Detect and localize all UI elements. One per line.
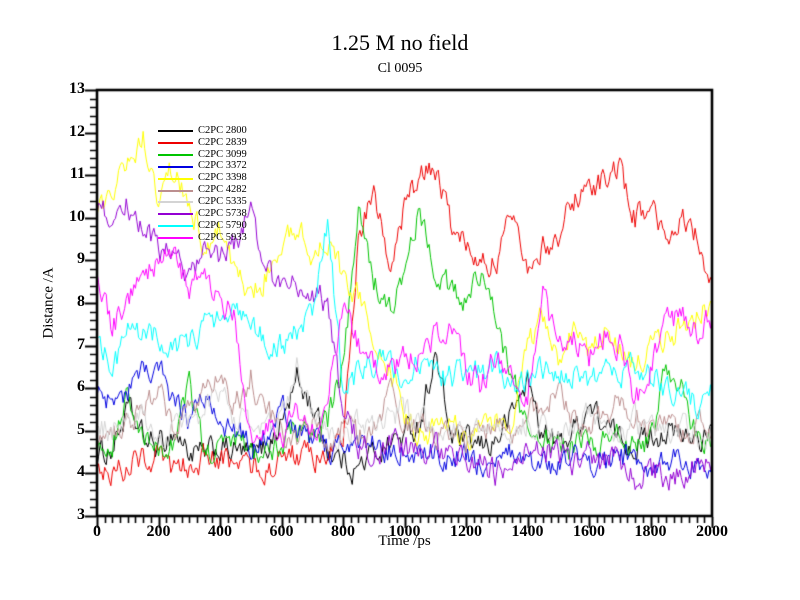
legend-label: C2PC 2800 — [198, 124, 247, 136]
x-tick-label: 800 — [331, 523, 355, 540]
y-tick-label: 6 — [77, 378, 85, 396]
legend-item: C2PC 3099 — [158, 149, 247, 161]
y-tick-label: 3 — [77, 506, 85, 523]
legend-item: C2PC 5335 — [158, 196, 247, 208]
x-tick-label: 400 — [208, 523, 232, 540]
legend-swatch — [158, 165, 193, 168]
legend-swatch — [158, 153, 193, 156]
chart-subtitle: Cl 0095 — [377, 61, 423, 76]
legend-item: C2PC 4282 — [158, 185, 247, 197]
legend-label: C2PC 3099 — [198, 148, 247, 160]
legend-item: C2PC 5738 — [158, 208, 247, 220]
y-tick-label: 10 — [69, 207, 85, 225]
legend-label: C2PC 3398 — [198, 172, 247, 184]
legend-label: C2PC 4282 — [198, 184, 247, 196]
legend-item: C2PC 3398 — [158, 173, 247, 185]
legend-label: C2PC 3372 — [198, 160, 247, 172]
legend-swatch — [158, 189, 193, 192]
legend-item: C2PC 3372 — [158, 161, 247, 173]
x-tick-label: 2000 — [696, 523, 728, 540]
legend-label: C2PC 5335 — [198, 196, 247, 208]
legend-label: C2PC 2839 — [198, 136, 247, 148]
legend-swatch — [158, 201, 193, 204]
legend-label: C2PC 5790 — [198, 219, 247, 231]
x-tick-label: 1000 — [388, 523, 421, 540]
x-tick-label: 200 — [146, 523, 171, 540]
legend-item: C2PC 5933 — [158, 232, 247, 244]
x-tick-label: 600 — [269, 523, 294, 540]
chart-title: 1.25 M no field — [331, 30, 469, 55]
legend-swatch — [158, 130, 193, 132]
legend-swatch — [158, 225, 193, 228]
legend-item: C2PC 2839 — [158, 137, 247, 149]
legend-label: C2PC 5738 — [198, 208, 247, 220]
x-tick-label: 1200 — [450, 523, 482, 540]
legend-label: C2PC 5933 — [198, 231, 247, 243]
y-tick-label: 12 — [69, 122, 85, 140]
legend-item: C2PC 5790 — [158, 220, 247, 232]
x-tick-label: 1400 — [511, 523, 544, 540]
legend-swatch — [158, 213, 193, 216]
x-tick-label: 0 — [93, 523, 101, 540]
y-tick-label: 4 — [77, 463, 85, 481]
legend-swatch — [158, 141, 193, 144]
y-tick-label: 5 — [77, 420, 85, 438]
y-tick-label: 7 — [77, 335, 85, 353]
y-tick-label: 11 — [69, 165, 85, 183]
x-tick-label: 1600 — [573, 523, 605, 540]
x-axis-label: Time /ps — [378, 533, 431, 549]
y-tick-label: 8 — [77, 293, 85, 310]
legend-swatch — [158, 177, 193, 180]
y-tick-label: 9 — [77, 250, 85, 268]
x-tick-label: 1800 — [634, 523, 667, 540]
legend-item: C2PC 2800 — [158, 125, 247, 137]
y-tick-label: 13 — [69, 80, 85, 97]
legend-swatch — [158, 237, 193, 240]
